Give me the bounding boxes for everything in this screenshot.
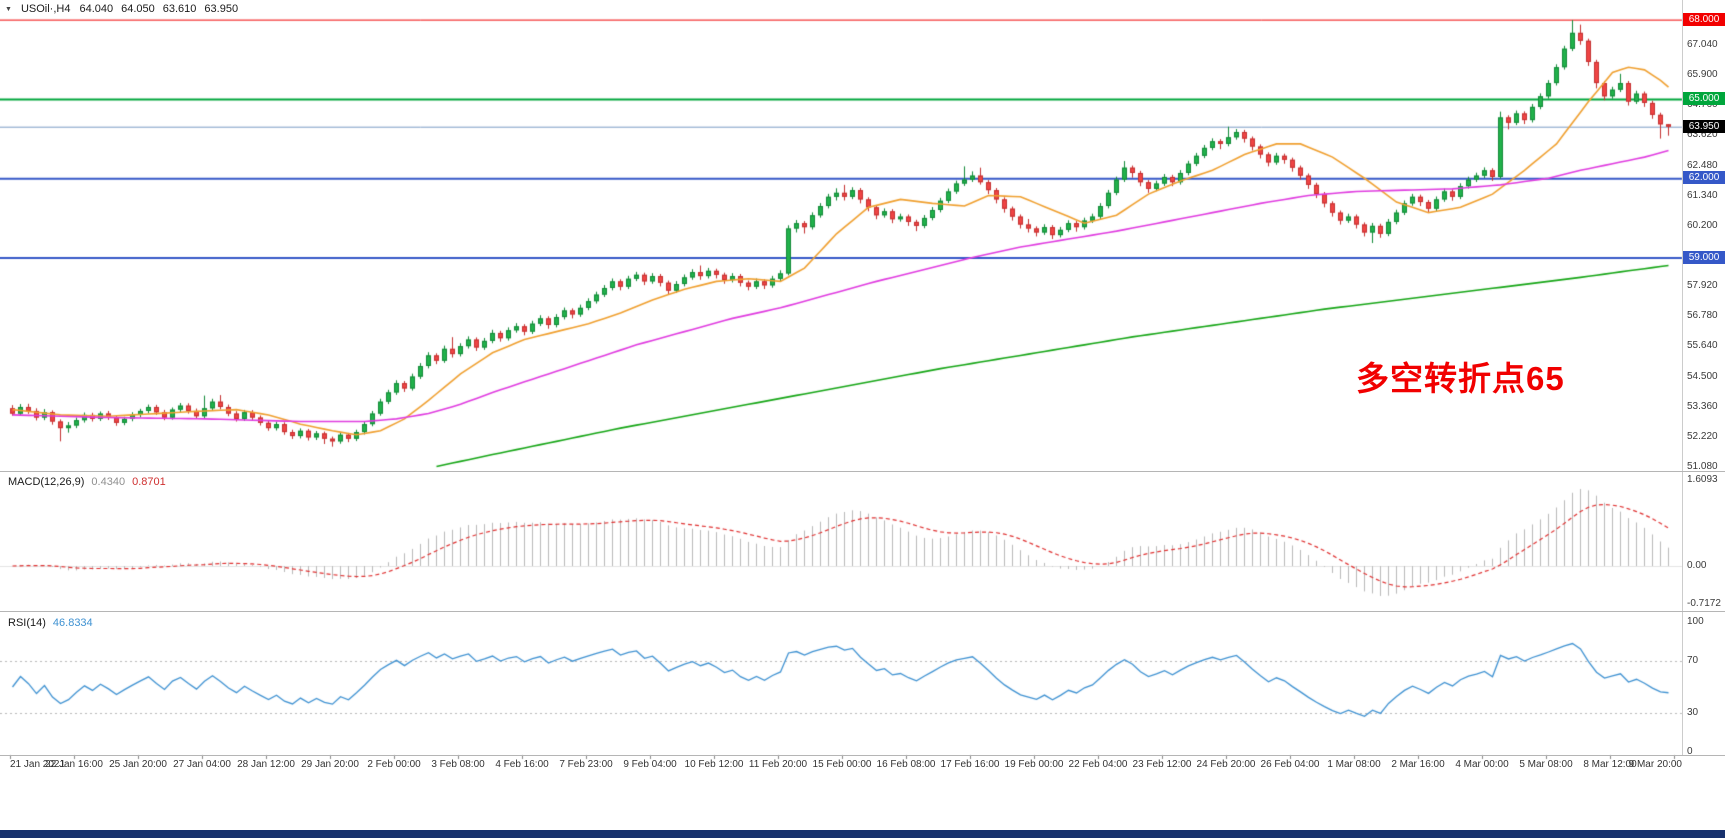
macd-scale-label: 1.6093 [1687, 474, 1718, 486]
price-level-label: 63.950 [1683, 119, 1725, 133]
time-axis-label: 1 Mar 08:00 [1327, 759, 1381, 770]
rsi-scale-label: 70 [1687, 655, 1699, 666]
time-axis-label: 7 Feb 23:00 [559, 759, 613, 770]
time-axis-label: 24 Feb 20:00 [1196, 759, 1256, 770]
time-axis-label: 29 Jan 20:00 [301, 759, 359, 770]
price-grid-label: 65.900 [1687, 69, 1718, 81]
chart-text-annotation: 多空转折点65 [1356, 360, 1565, 397]
open-value: 64.040 [79, 3, 114, 15]
price-level-label: 65.000 [1683, 91, 1725, 105]
price-grid-label: 63.620 [1687, 129, 1718, 141]
price-level-label: 68.000 [1683, 12, 1725, 26]
price-grid-label: 54.500 [1687, 370, 1718, 382]
rsi-value: 46.8334 [52, 617, 93, 629]
macd-scale-label: 0.00 [1687, 560, 1707, 571]
macd-main-value: 0.4340 [91, 476, 126, 488]
time-axis-label: 16 Feb 08:00 [876, 759, 936, 770]
scale-separator-line [1682, 0, 1683, 756]
time-axis-label: 8 Mar 12:00 [1583, 759, 1637, 770]
ohlc-values: 64.040 64.050 63.610 63.950 [79, 3, 238, 15]
time-axis-label: 10 Feb 12:00 [684, 759, 744, 770]
chart-header: ▼ USOil·,H4 64.040 64.050 63.610 63.950 [5, 3, 238, 15]
price-grid-label: 51.080 [1687, 460, 1718, 472]
rsi-scale-label: 30 [1687, 707, 1699, 718]
macd-indicator-header: MACD(12,26,9) 0.4340 0.8701 [8, 476, 166, 488]
rsi-title: RSI(14) [8, 617, 46, 629]
price-grid-label: 57.920 [1687, 280, 1718, 292]
time-axis-label: 26 Feb 04:00 [1260, 759, 1320, 770]
price-macd-separator[interactable] [0, 471, 1725, 472]
price-grid-label: 55.640 [1687, 340, 1718, 352]
collapse-triangle-icon[interactable]: ▼ [5, 5, 12, 13]
rsi-indicator-header: RSI(14) 46.8334 [8, 617, 93, 629]
close-value: 63.950 [204, 3, 239, 15]
low-value: 63.610 [162, 3, 197, 15]
time-axis-label: 19 Feb 00:00 [1004, 759, 1064, 770]
time-axis-label: 25 Jan 20:00 [109, 759, 167, 770]
time-axis-label: 9 Mar 20:00 [1628, 759, 1683, 770]
time-axis-label: 23 Feb 12:00 [1132, 759, 1192, 770]
time-axis-label: 2 Mar 16:00 [1391, 759, 1445, 770]
price-level-label: 62.000 [1683, 171, 1725, 185]
price-grid-label: 56.780 [1687, 310, 1718, 322]
time-axis-label: 17 Feb 16:00 [940, 759, 1000, 770]
high-value: 64.050 [121, 3, 155, 15]
macd-title: MACD(12,26,9) [8, 476, 85, 488]
price-grid-label: 67.040 [1687, 39, 1718, 50]
rsi-scale-label: 0 [1687, 746, 1693, 757]
symbol-timeframe-label: USOil·,H4 [20, 3, 71, 15]
price-grid-label: 61.340 [1687, 189, 1718, 201]
time-axis-label: 4 Feb 16:00 [495, 759, 549, 770]
price-grid-label: 53.360 [1687, 400, 1718, 412]
time-axis-label: 22 Jan 16:00 [45, 759, 103, 770]
macd-signal-value: 0.8701 [132, 476, 166, 488]
price-grid-label: 52.220 [1687, 430, 1718, 442]
time-axis-label: 15 Feb 00:00 [812, 759, 872, 770]
time-axis-label: 9 Feb 04:00 [623, 759, 677, 770]
price-grid-label: 62.480 [1687, 159, 1718, 171]
price-level-label: 59.000 [1683, 250, 1725, 264]
time-axis-label: 2 Feb 00:00 [367, 759, 421, 770]
time-axis-label: 3 Feb 08:00 [431, 759, 485, 770]
rsi-scale-label: 100 [1687, 616, 1704, 627]
time-axis-label: 22 Feb 04:00 [1068, 759, 1128, 770]
time-axis-label: 27 Jan 04:00 [173, 759, 231, 770]
time-axis-label: 5 Mar 08:00 [1519, 759, 1573, 770]
macd-rsi-separator[interactable] [0, 611, 1725, 612]
time-axis-label: 4 Mar 00:00 [1455, 759, 1509, 770]
time-axis-label: 28 Jan 12:00 [237, 759, 295, 770]
rsi-timeaxis-separator [0, 755, 1725, 756]
taskbar-edge-strip [0, 830, 1725, 838]
macd-scale-label: -0.7172 [1687, 598, 1721, 610]
price-grid-label: 60.200 [1687, 219, 1718, 231]
time-axis-label: 11 Feb 20:00 [748, 759, 808, 770]
time-axis-label: 21 Jan 2021 [10, 759, 66, 770]
